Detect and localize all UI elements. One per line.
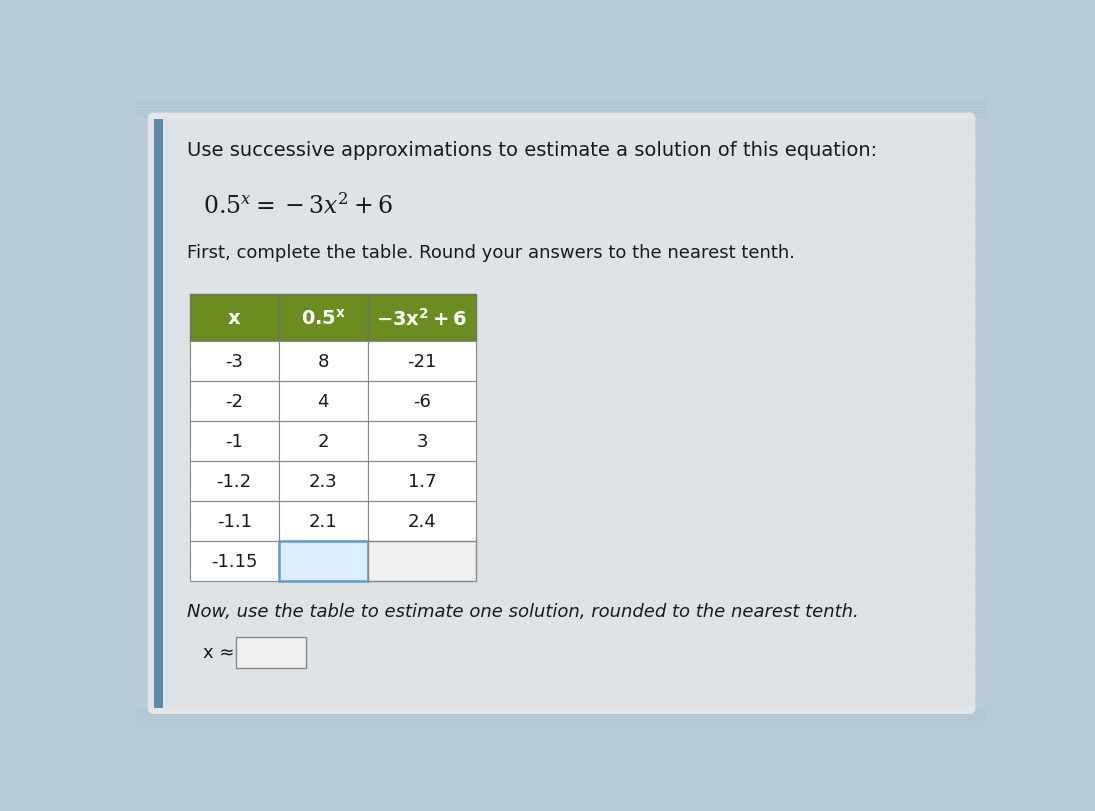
Bar: [189, 541, 279, 581]
Text: 2.3: 2.3: [309, 472, 337, 490]
Text: x ≈: x ≈: [203, 644, 234, 662]
Text: 2.1: 2.1: [309, 512, 337, 530]
Text: 2: 2: [318, 432, 328, 450]
Text: $\mathbf{-3x^2 + 6}$: $\mathbf{-3x^2 + 6}$: [377, 307, 468, 329]
FancyBboxPatch shape: [148, 114, 976, 714]
Bar: [189, 341, 279, 381]
Bar: [279, 341, 368, 381]
Text: 1.7: 1.7: [407, 472, 437, 490]
Text: $0.5^x = -3x^2 + 6$: $0.5^x = -3x^2 + 6$: [203, 193, 393, 218]
Text: $\mathbf{x}$: $\mathbf{x}$: [227, 308, 241, 328]
Text: 8: 8: [318, 352, 328, 370]
Text: 4: 4: [318, 392, 328, 410]
Bar: [189, 461, 279, 501]
Text: Now, use the table to estimate one solution, rounded to the nearest tenth.: Now, use the table to estimate one solut…: [187, 603, 858, 620]
Text: 3: 3: [416, 432, 428, 450]
Text: First, complete the table. Round your answers to the nearest tenth.: First, complete the table. Round your an…: [187, 243, 795, 261]
Bar: [279, 295, 368, 341]
Text: Use successive approximations to estimate a solution of this equation:: Use successive approximations to estimat…: [187, 141, 877, 160]
Text: -1: -1: [226, 432, 243, 450]
Bar: [279, 461, 368, 501]
Bar: [279, 501, 368, 541]
Bar: [368, 341, 476, 381]
Bar: [368, 541, 476, 581]
Text: -6: -6: [413, 392, 431, 410]
Bar: [368, 421, 476, 461]
Bar: [237, 637, 306, 668]
Bar: [279, 421, 368, 461]
Bar: [189, 501, 279, 541]
Text: -2: -2: [226, 392, 243, 410]
Text: -1.15: -1.15: [211, 552, 257, 570]
Bar: [368, 501, 476, 541]
Bar: [154, 119, 163, 708]
Bar: [368, 381, 476, 421]
Bar: [279, 541, 368, 581]
Bar: [189, 381, 279, 421]
Text: -3: -3: [226, 352, 243, 370]
Bar: [189, 295, 279, 341]
Bar: [368, 295, 476, 341]
Text: -1.2: -1.2: [217, 472, 252, 490]
Text: 2.4: 2.4: [407, 512, 437, 530]
Bar: [189, 421, 279, 461]
Text: -1.1: -1.1: [217, 512, 252, 530]
Bar: [279, 381, 368, 421]
Text: -21: -21: [407, 352, 437, 370]
Bar: [368, 461, 476, 501]
Text: $\mathbf{0.5^x}$: $\mathbf{0.5^x}$: [301, 308, 346, 328]
